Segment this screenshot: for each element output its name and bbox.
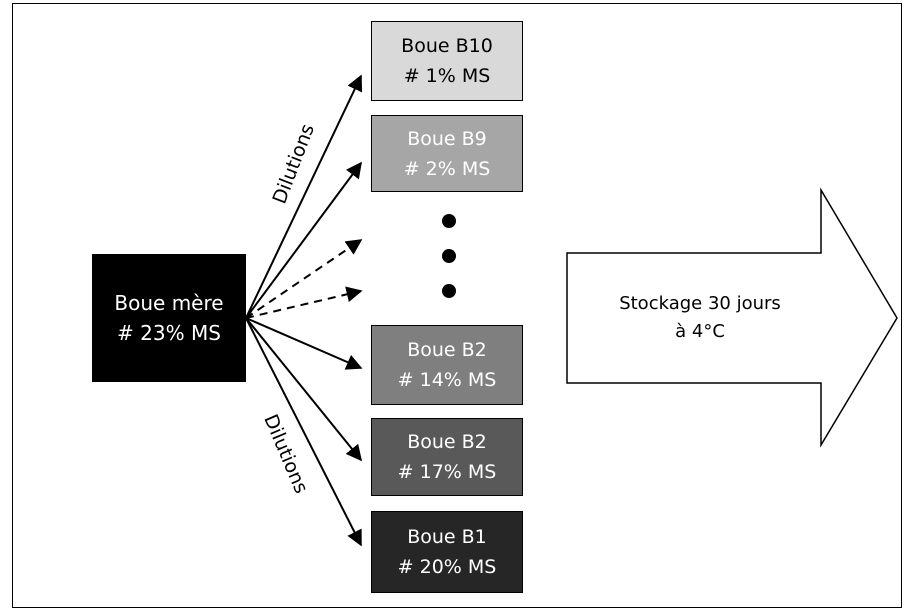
mother-sludge-ms: # 23% MS — [117, 321, 221, 345]
sample-name: Boue B2 — [407, 339, 487, 361]
sample-name: Boue B10 — [401, 35, 493, 57]
storage-arrow — [566, 187, 898, 448]
arrow-to-b2-first — [245, 317, 363, 370]
sample-ms: # 1% MS — [403, 65, 491, 87]
arrow-to-b9 — [245, 161, 362, 319]
sample-name: Boue B1 — [407, 526, 487, 548]
sample-name: Boue B9 — [407, 127, 487, 150]
ellipsis-dot-3 — [442, 284, 456, 298]
sample-ms: # 14% MS — [397, 369, 497, 391]
sample-ms: # 17% MS — [397, 461, 497, 483]
sample-box-b1: Boue B1 # 20% MS — [371, 511, 523, 593]
mother-sludge-name: Boue mère — [114, 291, 224, 315]
sample-box-b10: Boue B10 # 1% MS — [371, 21, 523, 101]
dashed-arrow-upper — [245, 239, 363, 319]
ellipsis-dot-2 — [442, 249, 456, 263]
dashed-arrow-lower — [245, 286, 363, 319]
storage-line-2: à 4°C — [675, 321, 725, 342]
sample-name: Boue B2 — [407, 431, 487, 453]
arrow-to-b10 — [245, 74, 363, 319]
sample-box-b2-17: Boue B2 # 17% MS — [371, 418, 523, 496]
arrow-to-b2-second — [245, 317, 363, 462]
ellipsis-dot-1 — [442, 214, 456, 228]
arrow-to-b1 — [245, 317, 362, 547]
storage-line-1: Stockage 30 jours — [619, 293, 781, 314]
sample-box-b9: Boue B9 # 2% MS — [371, 115, 523, 192]
sample-ms: # 20% MS — [397, 556, 497, 578]
sample-ms: # 2% MS — [403, 157, 491, 180]
mother-sludge-box: Boue mère # 23% MS — [92, 254, 246, 382]
storage-label: Stockage 30 jours à 4°C — [585, 290, 815, 346]
sample-box-b2-14: Boue B2 # 14% MS — [371, 325, 523, 405]
